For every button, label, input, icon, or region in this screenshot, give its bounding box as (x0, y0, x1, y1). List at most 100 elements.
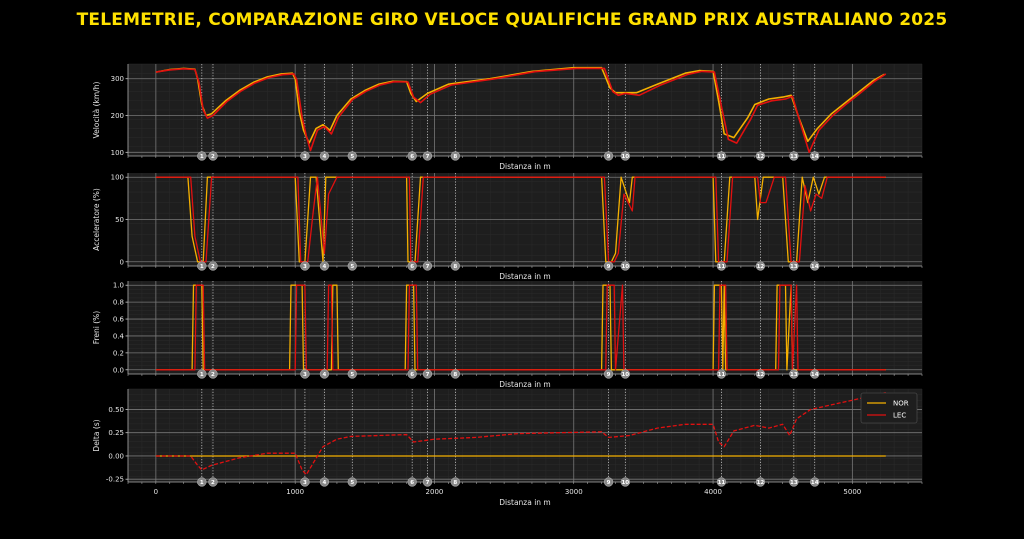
corner-circle (755, 151, 766, 161)
corner-number: 9 (607, 480, 611, 486)
legend-label-lec: LEC (893, 412, 906, 420)
corner-circle (716, 261, 727, 271)
corner-marker: 10 (620, 151, 630, 161)
x-tick-label: 3000 (565, 488, 583, 496)
corner-number: 13 (790, 264, 798, 270)
corner-marker: 13 (789, 369, 799, 379)
corner-marker: 14 (810, 261, 820, 271)
y-tick-label: 100 (111, 149, 124, 157)
corner-number: 8 (453, 154, 457, 160)
corner-circle (789, 369, 799, 379)
corner-marker: 5 (347, 151, 357, 161)
corner-circle (450, 151, 461, 161)
corner-circle (620, 261, 630, 271)
corner-marker: 3 (300, 151, 310, 161)
corner-circle (407, 151, 417, 161)
corner-circle (208, 477, 218, 487)
corner-number: 14 (811, 480, 819, 486)
corner-number: 5 (350, 154, 354, 160)
corner-marker: 11 (716, 151, 727, 161)
corner-circle (422, 151, 433, 161)
corner-circle (755, 477, 766, 487)
corner-number: 7 (426, 154, 430, 160)
corner-marker: 3 (300, 261, 310, 271)
corner-marker: 7 (422, 369, 433, 379)
corner-circle (620, 477, 630, 487)
corner-circle (810, 151, 820, 161)
corner-number: 11 (718, 480, 726, 486)
corner-number: 9 (607, 372, 611, 378)
legend-box (860, 392, 918, 424)
corner-circle (347, 261, 357, 271)
series-line-lec (155, 392, 886, 476)
corner-circle (603, 261, 614, 271)
corner-number: 6 (410, 154, 414, 160)
corner-number: 8 (453, 372, 457, 378)
corner-number: 6 (410, 372, 414, 378)
corner-number: 4 (322, 264, 326, 270)
corner-number: 7 (426, 480, 430, 486)
corner-marker: 1 (197, 369, 207, 379)
corner-circle (407, 261, 417, 271)
corner-marker: 14 (810, 477, 820, 487)
corner-number: 6 (410, 264, 414, 270)
corner-marker: 14 (810, 369, 820, 379)
x-tick-label: 5000 (843, 488, 861, 496)
corner-number: 2 (211, 264, 215, 270)
corner-number: 8 (453, 264, 457, 270)
x-tick-label: 0 (154, 488, 158, 496)
chart-title: TELEMETRIE, COMPARAZIONE GIRO VELOCE QUA… (76, 10, 948, 30)
panel-4: -0.250.000.250.501 2 3 4 5 6 7 8 9 10 11 12 13 140 100… (92, 388, 923, 507)
corner-circle (347, 151, 357, 161)
corner-marker: 12 (755, 477, 766, 487)
corner-marker: 10 (620, 369, 630, 379)
corner-marker: 8 (450, 261, 461, 271)
corner-marker: 12 (755, 261, 766, 271)
corner-number: 12 (757, 154, 765, 160)
corner-number: 14 (811, 154, 819, 160)
corner-number: 10 (621, 264, 629, 270)
corner-circle (603, 477, 614, 487)
corner-circle (197, 151, 207, 161)
y-tick-label: 50 (115, 216, 124, 224)
corner-marker: 13 (789, 477, 799, 487)
corner-circle (319, 477, 330, 487)
corner-marker: 1 (197, 261, 207, 271)
y-tick-label: 0.00 (108, 452, 124, 460)
corner-circle (422, 477, 433, 487)
corner-number: 13 (790, 480, 798, 486)
series-line-lec (155, 67, 887, 154)
y-axis-label: Acceleratore (%) (92, 188, 101, 251)
legend: NOR LEC (860, 392, 918, 424)
corner-marker: 2 (208, 369, 218, 379)
corner-marker: 9 (603, 477, 614, 487)
y-tick-label: -0.25 (106, 476, 124, 484)
corner-marker: 8 (450, 369, 461, 379)
corner-marker: 14 (810, 151, 820, 161)
y-tick-label: 0.50 (108, 406, 124, 414)
corner-marker: 12 (755, 151, 766, 161)
x-axis-label: Distanza in m (499, 498, 551, 507)
corner-marker: 7 (422, 477, 433, 487)
corner-number: 1 (200, 154, 204, 160)
corner-number: 2 (211, 480, 215, 486)
corner-number: 5 (350, 264, 354, 270)
corner-number: 2 (211, 372, 215, 378)
corner-number: 3 (303, 154, 307, 160)
corner-number: 10 (621, 154, 629, 160)
corner-number: 6 (410, 480, 414, 486)
corner-number: 3 (303, 372, 307, 378)
y-axis-label: Delta (s) (92, 419, 101, 451)
corner-marker: 4 (319, 151, 330, 161)
corner-marker: 10 (620, 261, 630, 271)
corner-marker: 11 (716, 369, 727, 379)
corner-circle (319, 369, 330, 379)
corner-number: 3 (303, 480, 307, 486)
corner-marker: 4 (319, 369, 330, 379)
corner-circle (407, 477, 417, 487)
corner-marker: 10 (620, 477, 630, 487)
corner-circle (810, 261, 820, 271)
corner-circle (197, 261, 207, 271)
series-line-nor (155, 66, 885, 144)
